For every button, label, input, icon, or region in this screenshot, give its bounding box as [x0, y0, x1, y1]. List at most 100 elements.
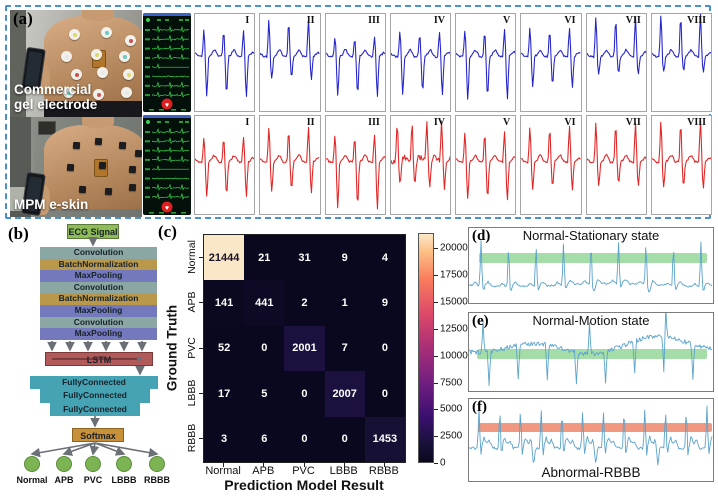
lead-panel-mpm-eskin-ecg-I: I [194, 115, 256, 215]
lead-panel-gel-electrode-ecg-VII: VII [585, 13, 647, 112]
mpm-eskin-lead-row: I II III IV V VI VII VIII [194, 115, 712, 215]
eskin-electrode [104, 187, 113, 196]
panel-e-label: (e) [472, 313, 489, 329]
panel-a-border [5, 5, 711, 219]
colorbar [418, 233, 434, 463]
trace-normal-stationary: (d) Normal-Stationary state [468, 227, 714, 304]
eskin-electrode [94, 137, 103, 146]
eskin-electrode [128, 165, 137, 174]
node-convolution-0: Convolution [40, 247, 157, 259]
output-node-normal [24, 456, 40, 472]
node-softmax: Softmax [72, 428, 124, 442]
xtick-normal: Normal [205, 465, 241, 477]
gel-electrode [125, 35, 136, 46]
xtick-mark [263, 463, 265, 467]
output-label-rbbb: RBBB [144, 475, 170, 485]
lead-numeral: I [245, 15, 250, 26]
matrix-cell-APB-APB: 441 [244, 280, 285, 326]
ytick-mark [199, 347, 203, 349]
lead-panel-mpm-eskin-ecg-IV: IV [389, 115, 451, 215]
output-node-pvc [85, 456, 101, 472]
electrode-dot [94, 52, 99, 57]
ytick-normal: Normal [186, 239, 198, 274]
gel-electrode-lead-row: I II III IV V VI VII VIII [194, 13, 712, 112]
lead-panel-gel-electrode-ecg-III: III [324, 13, 386, 112]
photo-commercial-gel-electrode: Commercial gel electrode [10, 10, 142, 117]
xtick-mark [343, 463, 345, 467]
gel-electrode [93, 89, 104, 100]
lead-panel-gel-electrode-ecg-V: V [455, 13, 517, 112]
gel-electrode [121, 87, 132, 98]
colorbar-tick-7500: 7500 [440, 377, 463, 389]
neck [82, 10, 114, 21]
matrix-cell-LBBB-Normal: 17 [204, 371, 245, 417]
matrix-cell-Normal-APB: 21 [244, 235, 285, 281]
matrix-cell-PVC-APB: 0 [244, 325, 285, 372]
trace-e-title: Normal-Motion state [532, 313, 650, 328]
node-maxpooling-5: MaxPooling [40, 305, 157, 317]
lead-numeral: VI [564, 117, 576, 128]
matrix-cell-LBBB-RBBB: 0 [364, 371, 405, 417]
matrix-cell-RBBB-PVC: 0 [284, 416, 325, 462]
output-label-pvc: PVC [83, 475, 103, 485]
gel-electrode [71, 69, 82, 80]
matrix-cell-PVC-PVC: 2001 [284, 325, 325, 372]
lead-panel-gel-electrode-ecg-IV: IV [389, 13, 451, 112]
lead-panel-mpm-eskin-ecg-VII: VII [585, 115, 647, 215]
matrix-cell-APB-PVC: 2 [284, 280, 325, 326]
colorbar-tickmark [434, 409, 438, 411]
node-ecg-signal: ECG Signal [67, 224, 119, 239]
gel-electrode [119, 51, 130, 62]
lead-numeral: II [306, 15, 315, 26]
lead-panel-mpm-eskin-ecg-II: II [259, 115, 321, 215]
trace-normal-motion: (e) Normal-Motion state [468, 312, 714, 392]
matrix-cell-PVC-Normal: 52 [204, 325, 245, 372]
panel-c-label: (c) [158, 222, 177, 241]
colorbar-tick-17500: 17500 [440, 269, 468, 281]
gel-electrode [69, 29, 80, 40]
lead-numeral: VII [625, 117, 641, 128]
lead-numeral: VIII [687, 15, 706, 26]
matrix-cell-Normal-PVC: 31 [284, 235, 325, 281]
colorbar-tickmark [434, 248, 438, 250]
panel-d-label: (d) [472, 228, 491, 244]
heatmap-xlabel: Prediction Model Result [224, 477, 384, 493]
xtick-mark [223, 463, 225, 467]
xtick-pvc: PVC [292, 465, 315, 477]
colorbar-tick-12500: 12500 [440, 323, 468, 335]
photo-mpm-eskin: MPM e-skin [10, 117, 142, 217]
matrix-cell-Normal-Normal: 21444 [204, 235, 245, 281]
ytick-rbbb: RBBB [186, 424, 198, 453]
lead-panel-gel-electrode-ecg-I: I [194, 13, 256, 112]
lead-numeral: I [245, 117, 250, 128]
xtick-lbbb: LBBB [329, 465, 358, 477]
node-convolution-3: Convolution [40, 281, 157, 294]
output-label-lbbb: LBBB [111, 475, 137, 485]
lead-panel-gel-electrode-ecg-VIII: VIII [650, 13, 712, 112]
lead-numeral: V [503, 15, 511, 26]
matrix-cell-RBBB-APB: 6 [244, 416, 285, 462]
ecg-app-screen-bottom: ♥ [143, 115, 191, 215]
lead-numeral: II [306, 117, 315, 128]
reference-band-orange [478, 423, 712, 432]
matrix-cell-APB-Normal: 141 [204, 280, 245, 326]
matrix-cell-LBBB-APB: 5 [244, 371, 285, 417]
matrix-cell-RBBB-RBBB: 1453 [364, 416, 405, 462]
electrode-dot [104, 30, 109, 35]
electrode-dot [126, 72, 131, 77]
photo-mpm-label: MPM e-skin [14, 196, 89, 212]
colorbar-tick-10000: 10000 [440, 350, 468, 362]
node-batchnormalization-1: BatchNormalization [40, 258, 157, 271]
electrode-dot [96, 92, 101, 97]
ytick-mark [199, 392, 203, 394]
eskin-electrode [78, 185, 87, 194]
eskin-electrode [72, 141, 81, 150]
colorbar-tickmark [434, 302, 438, 304]
colorbar-tick-5000: 5000 [440, 403, 463, 415]
node-lstm: LSTM [45, 352, 153, 366]
gel-electrode [123, 69, 134, 80]
trace-f-title: Abnormal-RBBB [541, 465, 641, 480]
lead-numeral: V [503, 117, 511, 128]
xtick-mark [383, 463, 385, 467]
